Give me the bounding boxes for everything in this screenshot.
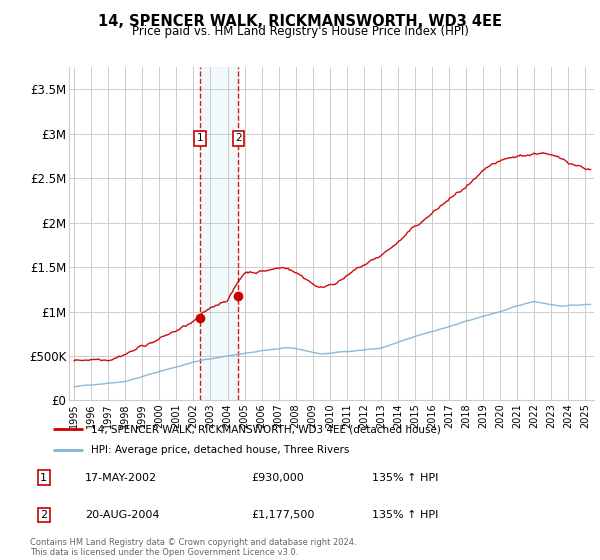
Text: 14, SPENCER WALK, RICKMANSWORTH, WD3 4EE (detached house): 14, SPENCER WALK, RICKMANSWORTH, WD3 4EE… xyxy=(91,424,440,435)
Text: 2: 2 xyxy=(235,133,242,143)
Text: £1,177,500: £1,177,500 xyxy=(251,510,314,520)
Text: 17-MAY-2002: 17-MAY-2002 xyxy=(85,473,157,483)
Text: 135% ↑ HPI: 135% ↑ HPI xyxy=(372,510,439,520)
Text: 135% ↑ HPI: 135% ↑ HPI xyxy=(372,473,439,483)
Text: HPI: Average price, detached house, Three Rivers: HPI: Average price, detached house, Thre… xyxy=(91,445,349,455)
Text: 14, SPENCER WALK, RICKMANSWORTH, WD3 4EE: 14, SPENCER WALK, RICKMANSWORTH, WD3 4EE xyxy=(98,14,502,29)
Text: 2: 2 xyxy=(40,510,47,520)
Bar xyxy=(200,67,238,400)
Text: 1: 1 xyxy=(197,133,203,143)
Text: 1: 1 xyxy=(40,473,47,483)
Text: £930,000: £930,000 xyxy=(251,473,304,483)
Text: 20-AUG-2004: 20-AUG-2004 xyxy=(85,510,160,520)
Text: Price paid vs. HM Land Registry's House Price Index (HPI): Price paid vs. HM Land Registry's House … xyxy=(131,25,469,38)
Text: Contains HM Land Registry data © Crown copyright and database right 2024.
This d: Contains HM Land Registry data © Crown c… xyxy=(30,538,356,557)
